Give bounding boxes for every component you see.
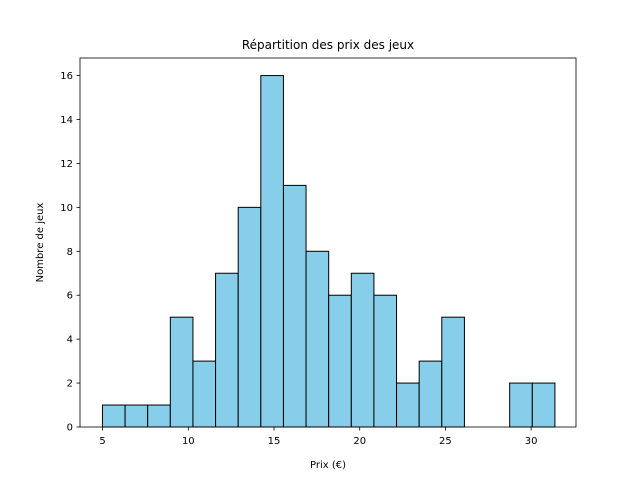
x-tick-label: 15: [268, 436, 281, 447]
histogram-bar-7: [260, 75, 284, 428]
y-tick-label: 12: [60, 159, 73, 170]
y-tick-label: 16: [60, 71, 73, 82]
histogram-bar-11: [350, 272, 375, 428]
y-tick-label: 4: [67, 335, 73, 346]
histogram-bar-2: [147, 404, 171, 428]
x-axis-label: Prix (€): [310, 460, 346, 471]
y-tick-label: 14: [60, 115, 73, 126]
y-tick-label: 0: [67, 423, 73, 434]
histogram-bar-12: [373, 294, 398, 428]
histogram-bar-1: [124, 404, 149, 428]
y-axis-ticks: 0 2 4 6 8 10 12 14 16: [60, 71, 80, 434]
histogram-bar-4: [192, 360, 217, 428]
bars-group: [101, 75, 556, 428]
histogram-bar-13: [396, 382, 420, 428]
histogram-bar-9: [305, 250, 330, 428]
chart-title: Répartition des prix des jeux: [242, 38, 414, 52]
plot-frame: [79, 57, 577, 428]
histogram-bar-19: [531, 382, 556, 428]
histogram-bar-3: [169, 316, 194, 428]
y-tick-label: 2: [67, 379, 73, 390]
histogram-bar-15: [441, 316, 465, 428]
y-axis-label: Nombre de jeux: [35, 203, 46, 283]
x-tick-label: 20: [353, 436, 366, 447]
histogram-bar-18: [509, 382, 533, 428]
x-tick-label: 10: [182, 436, 195, 447]
y-tick-label: 6: [67, 291, 73, 302]
x-tick-label: 25: [439, 436, 452, 447]
histogram-bar-6: [237, 206, 262, 428]
x-tick-label: 30: [525, 436, 538, 447]
histogram-bar-14: [418, 360, 443, 428]
y-tick-label: 8: [67, 247, 73, 258]
x-tick-label: 5: [99, 436, 105, 447]
histogram-bar-10: [328, 294, 352, 428]
histogram-bar-5: [215, 272, 239, 428]
histogram-bar-0: [101, 404, 126, 428]
y-tick-label: 10: [60, 203, 73, 214]
histogram-bar-8: [282, 184, 307, 428]
x-axis-ticks: 5 10 15 20 25 30: [99, 427, 537, 447]
